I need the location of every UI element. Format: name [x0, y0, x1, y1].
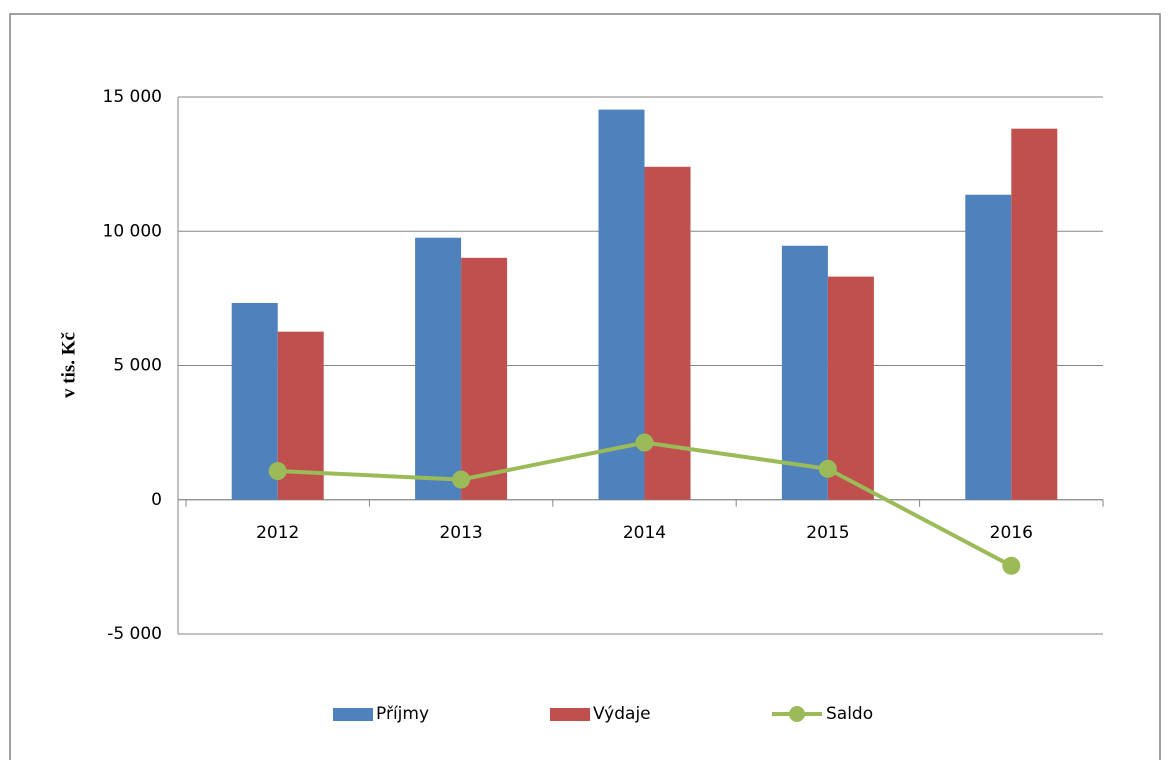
y-tick-label: 10 000 — [103, 221, 162, 241]
legend-marker — [789, 706, 805, 722]
bar — [598, 109, 645, 500]
x-tick-label: 2014 — [623, 523, 666, 543]
x-tick-label: 2015 — [806, 523, 849, 543]
legend-swatch — [333, 708, 373, 721]
bar — [965, 194, 1012, 500]
bar — [461, 257, 508, 500]
chart-frame — [9, 13, 1161, 760]
x-tick-label: 2012 — [256, 523, 299, 543]
legend-label: Výdaje — [593, 704, 651, 724]
x-tick-label: 2013 — [439, 523, 482, 543]
y-axis-label: v tis. Kč — [58, 332, 79, 398]
line-point — [452, 470, 471, 489]
y-tick-label: 0 — [151, 490, 162, 510]
legend-label: Saldo — [826, 704, 873, 724]
line-point — [635, 433, 654, 452]
bar — [781, 245, 828, 500]
legend-label: Příjmy — [376, 704, 429, 724]
line-point — [268, 462, 287, 481]
line-point — [1002, 556, 1021, 575]
bar — [415, 237, 462, 500]
legend-swatch — [550, 708, 590, 721]
bar — [1011, 128, 1058, 500]
bar — [827, 276, 874, 500]
y-tick-label: 5 000 — [113, 356, 162, 376]
x-tick-label: 2016 — [990, 523, 1033, 543]
line-point — [818, 459, 837, 478]
y-tick-label: 15 000 — [103, 87, 162, 107]
y-tick-label: -5 000 — [107, 624, 162, 644]
